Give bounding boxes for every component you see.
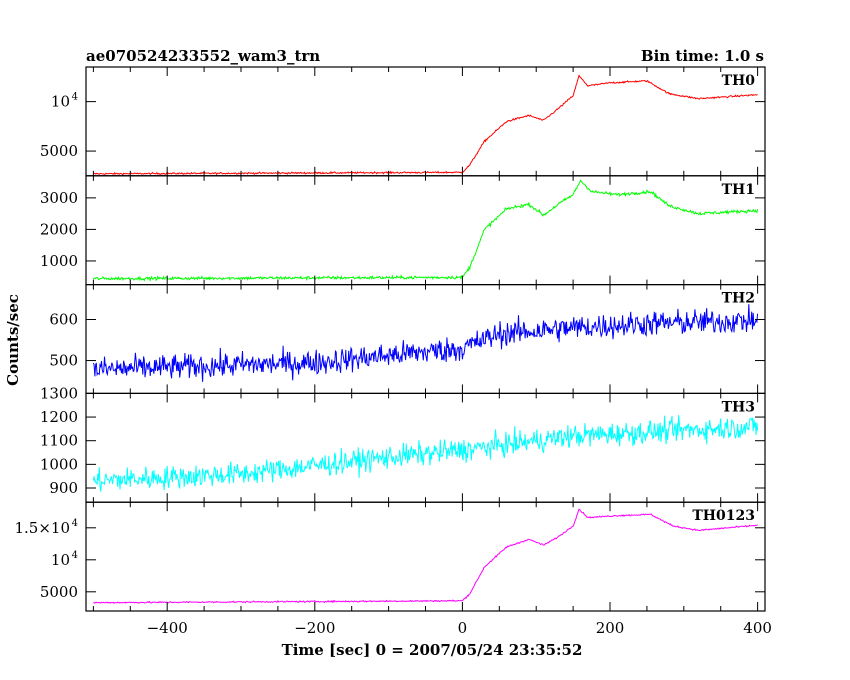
x-tick-label: 0 bbox=[458, 619, 468, 637]
y-tick-label: 1200 bbox=[40, 408, 78, 426]
y-tick-label: 5000 bbox=[40, 142, 78, 160]
bin-time-label: Bin time: 1.0 s bbox=[641, 47, 764, 65]
y-tick-label: 1000 bbox=[40, 455, 78, 473]
series-line-th0123 bbox=[93, 508, 758, 604]
y-tick-label: 5000 bbox=[40, 583, 78, 601]
y-tick-label: 1100 bbox=[40, 432, 78, 450]
y-tick-label: 500 bbox=[49, 352, 78, 370]
panel-label-th1: TH1 bbox=[722, 182, 755, 198]
panel-frame bbox=[85, 392, 766, 503]
x-tick-label: −200 bbox=[294, 619, 335, 637]
chart-title: ae070524233552_wam3_trn bbox=[86, 47, 320, 65]
panel-label-th2: TH2 bbox=[722, 291, 755, 307]
panel-th1: 1000 2000 3000 TH1 bbox=[40, 175, 766, 286]
y-tick-label: 600 bbox=[49, 310, 78, 328]
panel-frame bbox=[85, 501, 766, 612]
panel-frame bbox=[85, 66, 766, 177]
y-tick-label: 1000 bbox=[40, 252, 78, 270]
y-tick-label: 2000 bbox=[40, 220, 78, 238]
panel-th2: 500 600 TH2 bbox=[49, 284, 766, 395]
panel-label-th0: TH0 bbox=[722, 73, 756, 89]
y-tick-label: 900 bbox=[49, 479, 78, 497]
y-axis-label: Counts/sec bbox=[4, 294, 22, 386]
panel-label-th3: TH3 bbox=[722, 399, 755, 415]
x-tick-label: 400 bbox=[743, 619, 772, 637]
panel-label-th0123: TH0123 bbox=[692, 508, 755, 524]
series-line-th0 bbox=[93, 74, 758, 176]
series-line-th2 bbox=[92, 304, 759, 382]
panel-frame bbox=[85, 284, 766, 395]
x-axis-label: Time [sec] 0 = 2007/05/24 23:35:52 bbox=[282, 641, 583, 659]
x-tick-label: −400 bbox=[147, 619, 188, 637]
y-tick-exponent: 4 bbox=[72, 550, 78, 561]
y-tick-exponent: 4 bbox=[72, 518, 78, 529]
x-axis: −400 −200 0 200 400 bbox=[147, 619, 772, 637]
series-line-th3 bbox=[92, 415, 759, 492]
y-tick-label: 1.5×10 bbox=[14, 519, 70, 537]
x-tick-label: 200 bbox=[596, 619, 625, 637]
y-tick-label: 10 bbox=[51, 551, 70, 569]
y-tick-exponent: 4 bbox=[72, 92, 78, 103]
series-line-th1 bbox=[93, 179, 759, 283]
panel-frame bbox=[85, 175, 766, 286]
y-tick-label: 3000 bbox=[40, 189, 78, 207]
panel-th3: 900 1000 1100 1200 1300 TH3 bbox=[40, 384, 766, 503]
panel-th0: 5000 10 4 TH0 bbox=[40, 66, 766, 177]
y-tick-label: 1300 bbox=[40, 384, 78, 402]
y-tick-label: 10 bbox=[51, 93, 70, 111]
